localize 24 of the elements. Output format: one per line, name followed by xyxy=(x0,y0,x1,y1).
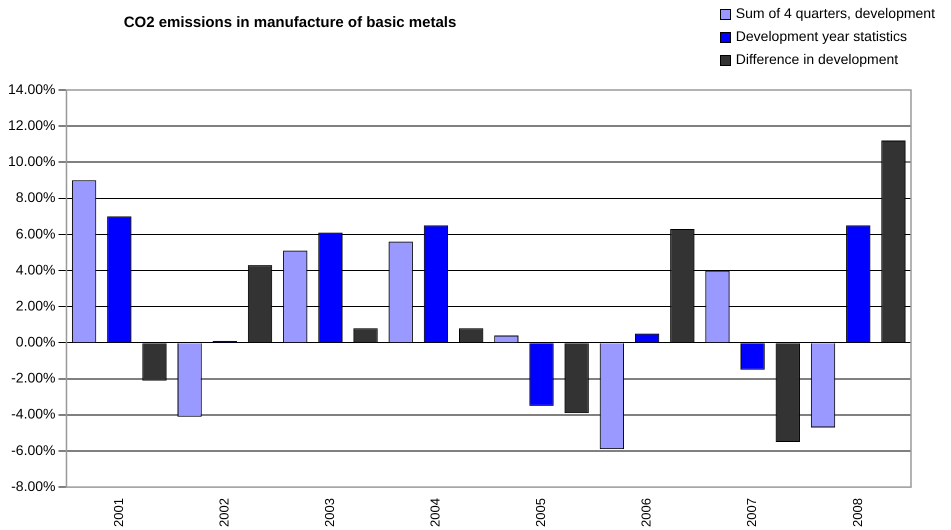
y-tick-label: -6.00% xyxy=(11,442,56,458)
x-tick-label: 2005 xyxy=(533,498,548,527)
y-tick-label: 14.00% xyxy=(8,80,56,97)
legend-label: Sum of 4 quarters, development xyxy=(736,5,935,21)
legend-label: Difference in development xyxy=(736,51,898,67)
x-tick-label: 2003 xyxy=(322,498,337,527)
x-tick-label: 2006 xyxy=(638,498,654,527)
y-tick-label: 0.00% xyxy=(16,334,56,350)
x-tick-label: 2008 xyxy=(850,498,865,527)
y-tick-label: 12.00% xyxy=(8,116,56,133)
x-tick-label: 2007 xyxy=(744,498,760,527)
chart-title: CO2 emissions in manufacture of basic metals xyxy=(122,14,458,31)
y-tick-label: 2.00% xyxy=(16,297,56,314)
y-tick-label: 8.00% xyxy=(16,189,56,206)
x-tick-label: 2001 xyxy=(110,498,126,527)
y-tick-label: 10.00% xyxy=(8,153,56,170)
x-tick-label: 2002 xyxy=(216,498,232,527)
legend-label: Development year statistics xyxy=(736,28,907,44)
y-tick-label: -4.00% xyxy=(11,406,56,422)
y-tick-label: 4.00% xyxy=(16,261,56,278)
y-tick-label: -8.00% xyxy=(11,478,56,494)
y-tick-label: -2.00% xyxy=(11,370,56,386)
x-tick-label: 2004 xyxy=(428,498,443,527)
y-tick-label: 6.00% xyxy=(16,225,56,242)
